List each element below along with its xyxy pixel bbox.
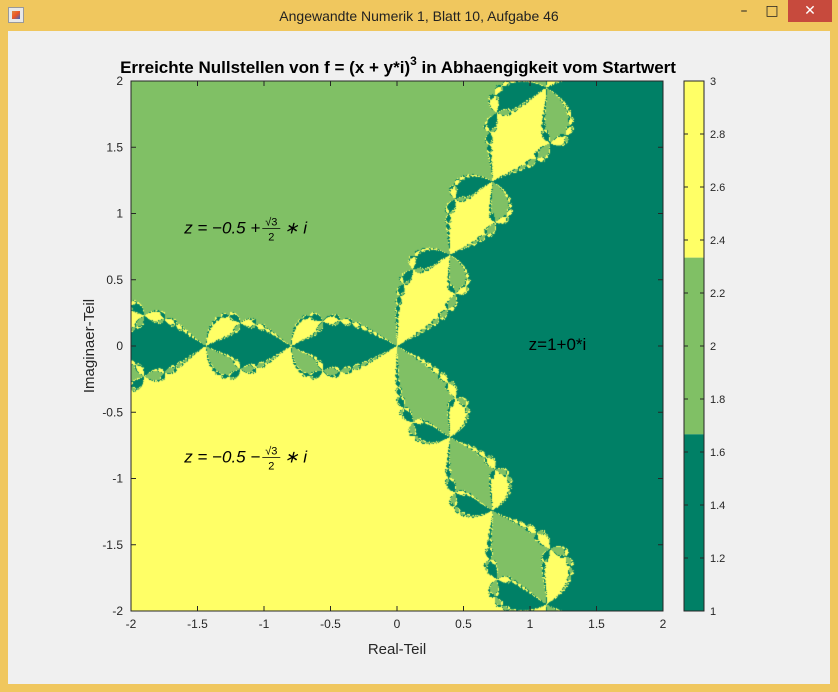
x-tick-label: 0.5 [455, 617, 472, 631]
colorbar-tick-label: 1.8 [710, 394, 725, 406]
y-tick-label: 1 [116, 207, 123, 221]
x-tick-label: 0 [394, 617, 401, 631]
y-tick-label: -2 [112, 604, 123, 618]
annotation-upper-root: z = −0.5 + [183, 218, 260, 237]
y-axis-label: Imaginaer-Teil [81, 299, 98, 393]
x-tick-label: -1.5 [187, 617, 208, 631]
y-axis: 2 1.5 1 0.5 0 -0.5 -1 -1.5 -2 [102, 74, 663, 618]
chart-title: Erreichte Nullstellen von f = (x + y*i)3… [120, 54, 676, 77]
y-tick-label: 0.5 [106, 273, 123, 287]
annotation-upper-times-i: ∗ i [284, 218, 308, 237]
maximize-icon[interactable]: □ [765, 3, 779, 19]
title-bar[interactable]: Angewandte Numerik 1, Blatt 10, Aufgabe … [0, 0, 838, 32]
y-tick-label: 1.5 [106, 140, 123, 154]
y-tick-label: 0 [116, 339, 123, 353]
chart-svg: Erreichte Nullstellen von f = (x + y*i)3… [81, 54, 725, 658]
close-icon[interactable]: ✕ [788, 0, 832, 22]
colorbar-ticks: 3 2.8 2.6 2.4 2.2 2 1.8 1.6 1.4 1.2 1 [684, 76, 725, 618]
figure-canvas: Erreichte Nullstellen von f = (x + y*i)3… [8, 31, 830, 684]
y-tick-label: 2 [116, 74, 123, 88]
annotation-upper-sqrt3: √3 [265, 216, 277, 228]
x-tick-label: -2 [126, 617, 137, 631]
y-tick-label: -1 [112, 472, 123, 486]
colorbar-tick-label: 1 [710, 606, 716, 618]
colorbar-tick-label: 1.4 [710, 500, 725, 512]
x-axis: -2 -1.5 -1 -0.5 0 0.5 1 1.5 2 [126, 81, 667, 631]
colorbar-tick-label: 2.4 [710, 235, 725, 247]
title-rest: in Abhaengigkeit vom Startwert [417, 58, 676, 77]
annotation-right-root: z=1+0*i [529, 335, 587, 354]
colorbar-tick-label: 3 [710, 76, 716, 88]
x-tick-label: -0.5 [320, 617, 341, 631]
x-axis-label: Real-Teil [368, 641, 426, 658]
colorbar-tick-label: 2.2 [710, 288, 725, 300]
annotations: z = −0.5 + √3 2 ∗ i z = −0.5 − √3 2 ∗ i … [183, 216, 586, 472]
colorbar-tick-label: 2.8 [710, 129, 725, 141]
colorbar-segment-2 [684, 257, 704, 435]
colorbar-tick-label: 1.2 [710, 553, 725, 565]
annotation-lower-root: z = −0.5 − [183, 448, 260, 467]
annotation-upper-two: 2 [268, 231, 274, 243]
plot-area [130, 80, 664, 612]
x-tick-label: -1 [259, 617, 270, 631]
annotation-lower-sqrt3: √3 [265, 446, 277, 458]
colorbar-segment-3 [684, 81, 704, 258]
minimize-icon[interactable]: – [740, 3, 748, 19]
x-tick-label: 1 [527, 617, 534, 631]
annotation-lower-times-i: ∗ i [284, 448, 308, 467]
annotation-upper-prefix: z = −0.5 + [183, 218, 260, 237]
fractal-heatmap [131, 81, 663, 611]
fractal-heatmap-container [131, 81, 663, 611]
colorbar-segment-1 [684, 434, 704, 611]
annotation-lower-prefix: z = −0.5 − [183, 448, 260, 467]
x-tick-label: 2 [660, 617, 667, 631]
y-tick-label: -1.5 [102, 538, 123, 552]
colorbar-tick-label: 2.6 [710, 182, 725, 194]
colorbar[interactable]: 3 2.8 2.6 2.4 2.2 2 1.8 1.6 1.4 1.2 1 [683, 76, 725, 618]
colorbar-tick-label: 1.6 [710, 447, 725, 459]
x-tick-label: 1.5 [588, 617, 605, 631]
matlab-figure-icon[interactable] [8, 7, 24, 23]
annotation-lower-two: 2 [268, 461, 274, 473]
y-tick-label: -0.5 [102, 405, 123, 419]
title-main: Erreichte Nullstellen von f = (x + y*i) [120, 58, 410, 77]
window-title: Angewandte Numerik 1, Blatt 10, Aufgabe … [279, 8, 559, 24]
title-exponent: 3 [410, 54, 417, 68]
colorbar-tick-label: 2 [710, 341, 716, 353]
